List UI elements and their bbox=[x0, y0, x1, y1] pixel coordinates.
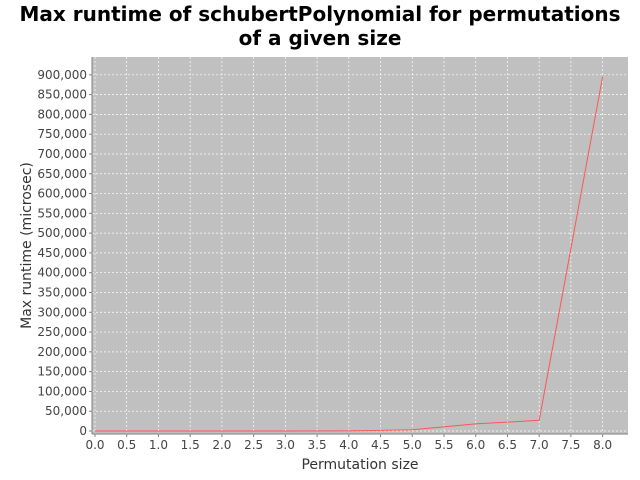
x-tick-label: 4.5 bbox=[371, 438, 390, 452]
x-tick-label: 0.5 bbox=[117, 438, 136, 452]
y-tick-label: 650,000 bbox=[37, 167, 87, 181]
y-tick-label: 750,000 bbox=[37, 127, 87, 141]
x-tick-label: 1.0 bbox=[149, 438, 168, 452]
y-tick-label: 500,000 bbox=[37, 226, 87, 240]
x-tick-label: 8.0 bbox=[593, 438, 612, 452]
x-tick-label: 3.5 bbox=[308, 438, 327, 452]
tick-labels: 0.0 0.5 1.0 1.5 2.0 2.5 3.0 3.5 4.0 4.5 5.0 5.5 6.0 6… bbox=[37, 68, 612, 452]
y-tick-label: 50,000 bbox=[45, 404, 87, 418]
y-tick-label: 700,000 bbox=[37, 147, 87, 161]
y-axis-title: Max runtime (microsec) bbox=[19, 162, 35, 329]
y-tick-label: 150,000 bbox=[37, 365, 87, 379]
y-tick-label: 250,000 bbox=[37, 325, 87, 339]
y-tick-label: 400,000 bbox=[37, 266, 87, 280]
x-tick-label: 3.0 bbox=[276, 438, 295, 452]
y-tick-label: 850,000 bbox=[37, 88, 87, 102]
x-tick-label: 0.0 bbox=[85, 438, 104, 452]
series-line bbox=[95, 76, 604, 432]
x-tick-label: 1.5 bbox=[181, 438, 200, 452]
chart-title-line-1: Max runtime of schubertPolynomial for pe… bbox=[19, 2, 621, 26]
y-tick-label: 550,000 bbox=[37, 206, 87, 220]
x-tick-label: 7.0 bbox=[530, 438, 549, 452]
y-tick-label: 0 bbox=[79, 424, 87, 438]
y-tick-label: 450,000 bbox=[37, 246, 87, 260]
x-tick-label: 5.0 bbox=[403, 438, 422, 452]
y-tick-label: 350,000 bbox=[37, 285, 87, 299]
chart-title-line-2: of a given size bbox=[238, 26, 402, 50]
axes bbox=[89, 57, 628, 437]
x-tick-label: 6.5 bbox=[498, 438, 517, 452]
series-layer bbox=[95, 76, 604, 432]
x-tick-label: 5.5 bbox=[434, 438, 453, 452]
x-tick-label: 2.0 bbox=[212, 438, 231, 452]
y-tick-label: 900,000 bbox=[37, 68, 87, 82]
y-tick-label: 200,000 bbox=[37, 345, 87, 359]
y-tick-label: 800,000 bbox=[37, 107, 87, 121]
x-tick-label: 7.5 bbox=[561, 438, 580, 452]
x-tick-label: 2.5 bbox=[244, 438, 263, 452]
x-axis-title: Permutation size bbox=[301, 457, 418, 473]
plot-area bbox=[92, 57, 628, 434]
grid-lines bbox=[92, 57, 628, 434]
y-tick-label: 600,000 bbox=[37, 187, 87, 201]
y-tick-label: 300,000 bbox=[37, 305, 87, 319]
x-tick-label: 4.0 bbox=[339, 438, 358, 452]
x-tick-label: 6.0 bbox=[466, 438, 485, 452]
y-tick-label: 100,000 bbox=[37, 384, 87, 398]
